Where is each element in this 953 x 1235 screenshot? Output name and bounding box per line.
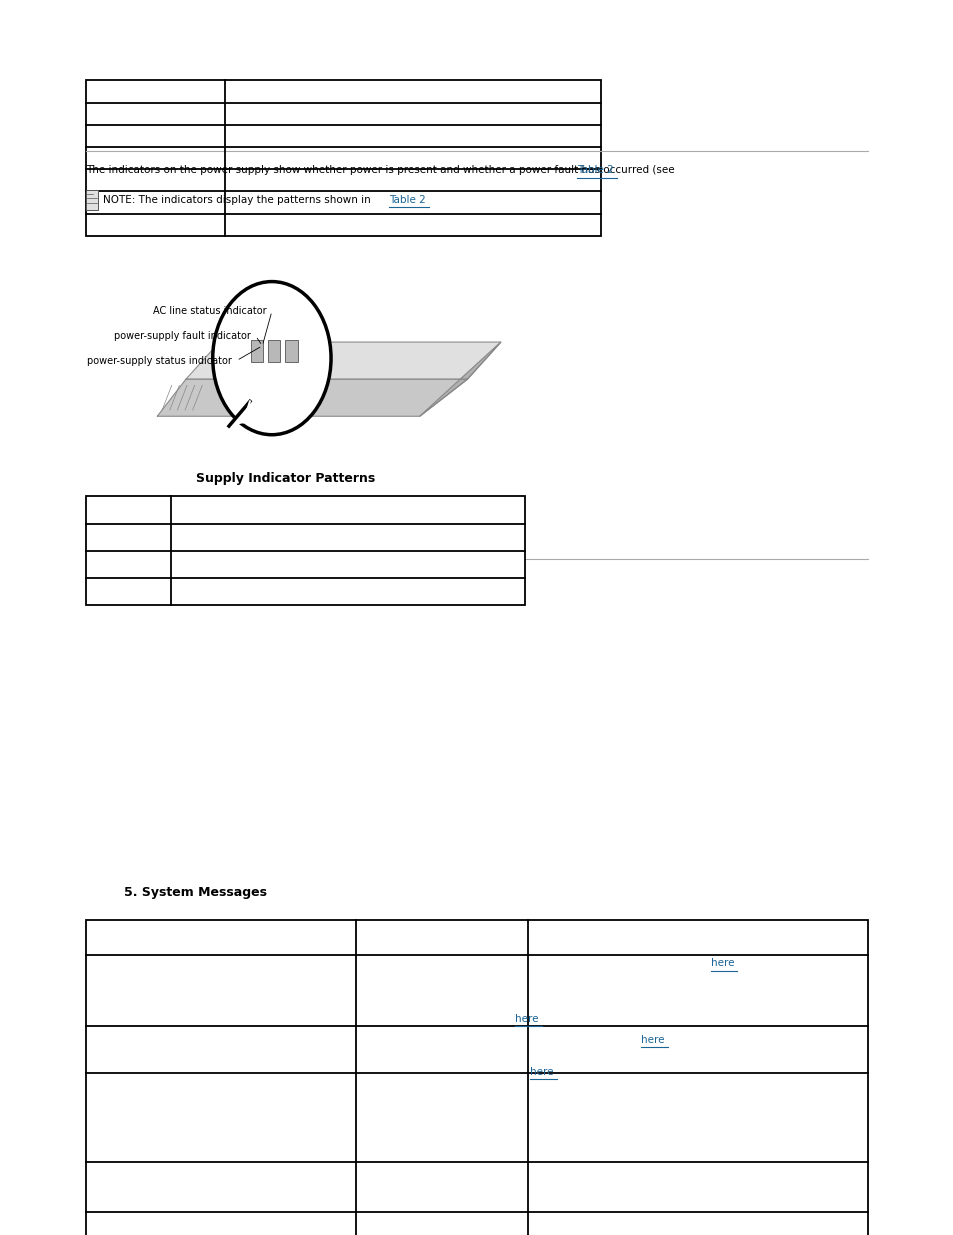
- Text: here: here: [710, 958, 734, 968]
- Bar: [86, 80, 600, 236]
- Text: 5. System Messages: 5. System Messages: [124, 885, 267, 899]
- Text: Supply Indicator Patterns: Supply Indicator Patterns: [195, 472, 375, 485]
- Text: power-supply fault indicator: power-supply fault indicator: [114, 331, 251, 341]
- Polygon shape: [419, 342, 500, 416]
- Text: Table 2: Table 2: [389, 195, 426, 205]
- Polygon shape: [229, 401, 250, 426]
- Bar: [251, 340, 263, 362]
- Bar: [285, 340, 297, 362]
- Text: here: here: [530, 1067, 554, 1077]
- Text: here: here: [515, 1014, 538, 1024]
- Bar: [86, 496, 524, 605]
- Polygon shape: [186, 342, 500, 379]
- Text: Table 2: Table 2: [577, 165, 614, 175]
- Bar: [86, 920, 867, 1235]
- Text: AC line status indicator: AC line status indicator: [153, 306, 267, 316]
- Text: power-supply status indicator: power-supply status indicator: [87, 356, 232, 366]
- Text: here: here: [640, 1035, 664, 1045]
- Polygon shape: [157, 379, 467, 416]
- Text: The indicators on the power supply show whether power is present and whether a p: The indicators on the power supply show …: [86, 165, 674, 175]
- Bar: [268, 340, 280, 362]
- Circle shape: [213, 282, 331, 435]
- Bar: [86, 190, 98, 210]
- Text: NOTE: The indicators display the patterns shown in: NOTE: The indicators display the pattern…: [103, 195, 371, 205]
